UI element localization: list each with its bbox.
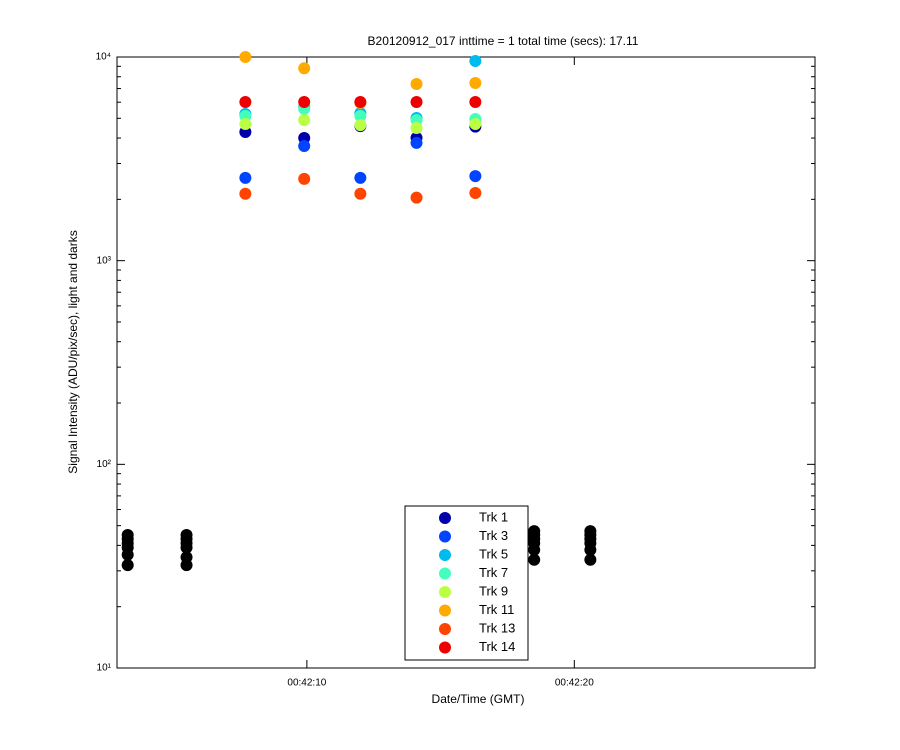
y-tick-label: 10¹ [97, 663, 112, 674]
marker [239, 187, 252, 200]
marker [410, 96, 423, 109]
marker [469, 117, 482, 130]
marker [298, 140, 311, 153]
marker [584, 543, 597, 556]
y-tick-label: 10² [97, 459, 112, 470]
marker [239, 96, 252, 109]
marker [528, 543, 541, 556]
marker [410, 191, 423, 204]
marker [180, 541, 193, 554]
legend-label: Trk 5 [479, 546, 508, 561]
legend-marker [439, 549, 451, 561]
legend-label: Trk 9 [479, 583, 508, 598]
marker [239, 171, 252, 184]
legend-label: Trk 1 [479, 509, 508, 524]
marker [469, 186, 482, 199]
marker [239, 51, 252, 63]
legend-marker [439, 623, 451, 635]
marker [298, 114, 311, 127]
legend-marker [439, 641, 451, 654]
marker [410, 136, 423, 149]
y-axis-label: Signal Intensity (ADU/pix/sec), light an… [66, 230, 80, 473]
legend-marker [439, 512, 451, 524]
y-tick-label: 10³ [97, 255, 112, 266]
marker [469, 96, 482, 109]
legend-label: Trk 11 [479, 602, 514, 617]
marker [354, 96, 367, 109]
marker [298, 96, 311, 109]
marker [469, 54, 482, 67]
marker [469, 77, 482, 90]
legend-label: Trk 7 [479, 565, 508, 580]
marker [354, 171, 367, 184]
x-axis-label: Date/Time (GMT) [432, 692, 525, 706]
legend-marker [439, 567, 451, 580]
legend-marker [439, 586, 451, 598]
x-tick-label: 00:42:10 [287, 678, 326, 689]
marker [354, 119, 367, 132]
legend-label: Trk 3 [479, 528, 508, 543]
legend-label: Trk 13 [479, 620, 515, 635]
marker [298, 62, 311, 75]
chart-title: B20120912_017 inttime = 1 total time (se… [368, 34, 639, 48]
marker [180, 559, 193, 572]
y-tick-label: 10⁴ [96, 52, 111, 63]
marker [584, 553, 597, 566]
legend-marker [439, 604, 451, 617]
legend-label: Trk 14 [479, 639, 515, 654]
marker [298, 172, 311, 185]
marker [121, 548, 134, 561]
marker [410, 122, 423, 135]
x-tick-label: 00:42:20 [555, 678, 594, 689]
marker [410, 77, 423, 90]
legend-marker [439, 530, 451, 543]
marker [354, 110, 367, 123]
marker [528, 553, 541, 566]
legend-box [404, 505, 529, 661]
marker [469, 170, 482, 183]
marker [354, 187, 367, 200]
marker [121, 559, 134, 572]
marker [239, 117, 252, 130]
